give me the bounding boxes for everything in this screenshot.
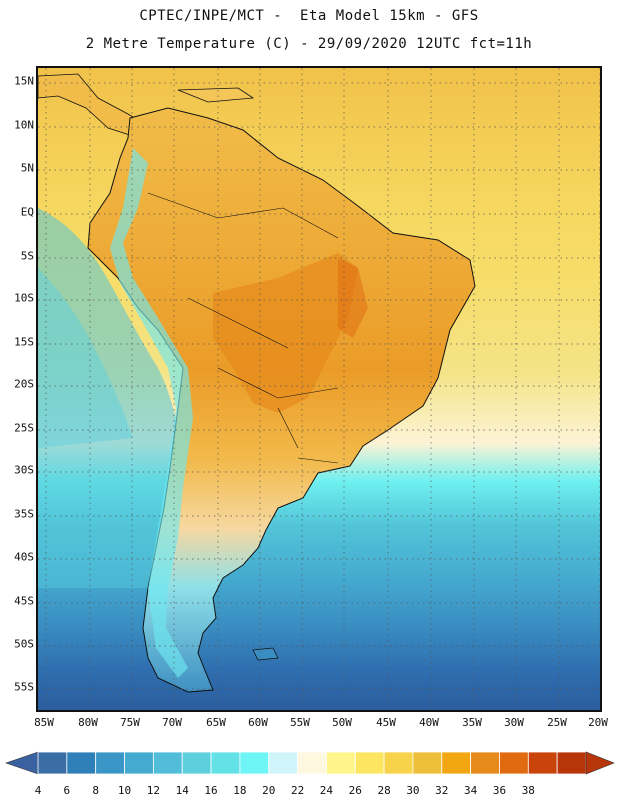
colorbar-tick-label: 12 bbox=[146, 784, 160, 797]
lat-label: 10S bbox=[14, 291, 34, 305]
colorbar-tick-label: 20 bbox=[262, 784, 276, 797]
colorbar-swatch bbox=[354, 751, 385, 775]
lat-label: 15S bbox=[14, 335, 34, 349]
colorbar-tick-label: 24 bbox=[319, 784, 334, 797]
colorbar-tick-label: 34 bbox=[464, 784, 478, 797]
lon-label: 75W bbox=[120, 716, 140, 729]
colorbar-swatch bbox=[556, 751, 587, 775]
lat-label: 5S bbox=[20, 249, 34, 263]
lat-label: 25S bbox=[14, 421, 34, 435]
colorbar-swatch bbox=[470, 751, 500, 775]
colorbar-tick-label: 22 bbox=[290, 784, 305, 797]
colorbar-swatch bbox=[95, 751, 125, 775]
colorbar-swatch bbox=[527, 751, 558, 775]
lat-label: 50S bbox=[14, 637, 34, 651]
colorbar-swatch bbox=[268, 751, 298, 775]
colorbar-swatch bbox=[441, 751, 472, 775]
lon-label: 85W bbox=[34, 716, 54, 729]
colorbar-tick-label: 4 bbox=[34, 784, 42, 797]
colorbar-tick-label: 36 bbox=[492, 784, 507, 797]
temperature-colorbar bbox=[5, 751, 615, 775]
colorbar-swatch bbox=[124, 751, 154, 775]
colorbar-swatch bbox=[152, 751, 183, 775]
heat-core-east bbox=[338, 258, 368, 338]
lon-label: 55W bbox=[290, 716, 310, 729]
chart-title: CPTEC/INPE/MCT - Eta Model 15km - GFS bbox=[139, 8, 479, 24]
colorbar-swatch bbox=[499, 751, 529, 775]
lon-label: 40W bbox=[419, 716, 439, 729]
lon-label: 20W bbox=[588, 716, 608, 729]
colorbar-swatch bbox=[181, 751, 212, 775]
lon-label: 45W bbox=[376, 716, 396, 729]
colorbar-tick-label: 8 bbox=[92, 784, 99, 797]
lon-label: 80W bbox=[78, 716, 98, 729]
colorbar-under-arrow bbox=[5, 751, 39, 775]
lat-label: 20S bbox=[14, 377, 34, 391]
lon-label: 70W bbox=[162, 716, 182, 729]
lat-label: 45S bbox=[14, 594, 34, 608]
lon-label: 25W bbox=[547, 716, 567, 729]
colorbar-tick-label: 10 bbox=[117, 784, 132, 797]
map-canvas bbox=[38, 68, 600, 710]
colorbar-tick-label: 28 bbox=[377, 784, 391, 797]
colorbar-tick-label: 18 bbox=[233, 784, 247, 797]
lon-label: 50W bbox=[332, 716, 352, 729]
colorbar-over-arrow bbox=[585, 751, 615, 775]
colorbar-swatch bbox=[412, 751, 443, 775]
lat-label: 15N bbox=[14, 74, 34, 88]
lat-label: 10N bbox=[14, 118, 34, 132]
lon-label: 30W bbox=[504, 716, 524, 729]
colorbar-swatch bbox=[37, 751, 68, 775]
colorbar-swatch bbox=[239, 751, 270, 775]
lat-label: 30S bbox=[14, 463, 34, 477]
colorbar-tick-label: 26 bbox=[348, 784, 362, 797]
graticule bbox=[38, 68, 600, 710]
lat-label: 35S bbox=[14, 507, 34, 521]
colorbar-tick-label: 30 bbox=[406, 784, 420, 797]
lat-label: 40S bbox=[14, 550, 34, 564]
lat-label: 5N bbox=[20, 161, 34, 175]
colorbar-swatch bbox=[66, 751, 97, 775]
chart-subtitle: 2 Metre Temperature (C) - 29/09/2020 12U… bbox=[85, 36, 533, 52]
lat-label: 55S bbox=[14, 680, 34, 694]
colorbar-swatch bbox=[383, 751, 414, 775]
falkland-islands bbox=[252, 647, 279, 661]
lat-label: EQ bbox=[20, 205, 34, 219]
lon-label: 65W bbox=[206, 716, 226, 729]
colorbar-swatch bbox=[210, 751, 241, 775]
caribbean-island bbox=[177, 87, 255, 103]
colorbar-tick-label: 38 bbox=[521, 784, 535, 797]
pacific-coastal-band bbox=[38, 268, 133, 448]
colorbar-tick-label: 32 bbox=[435, 784, 449, 797]
lon-label: 60W bbox=[248, 716, 268, 729]
colorbar-tick-label: 14 bbox=[175, 784, 189, 797]
country-borders bbox=[147, 192, 339, 464]
colorbar-swatch bbox=[297, 751, 327, 775]
colorbar-tick-label: 6 bbox=[63, 784, 71, 797]
interior-heat-core bbox=[213, 253, 358, 413]
colorbar-swatch bbox=[326, 751, 356, 775]
lon-label: 35W bbox=[462, 716, 482, 729]
andes-cold-strip bbox=[110, 148, 193, 678]
colorbar-tick-label: 16 bbox=[204, 784, 218, 797]
temperature-map bbox=[36, 66, 602, 712]
